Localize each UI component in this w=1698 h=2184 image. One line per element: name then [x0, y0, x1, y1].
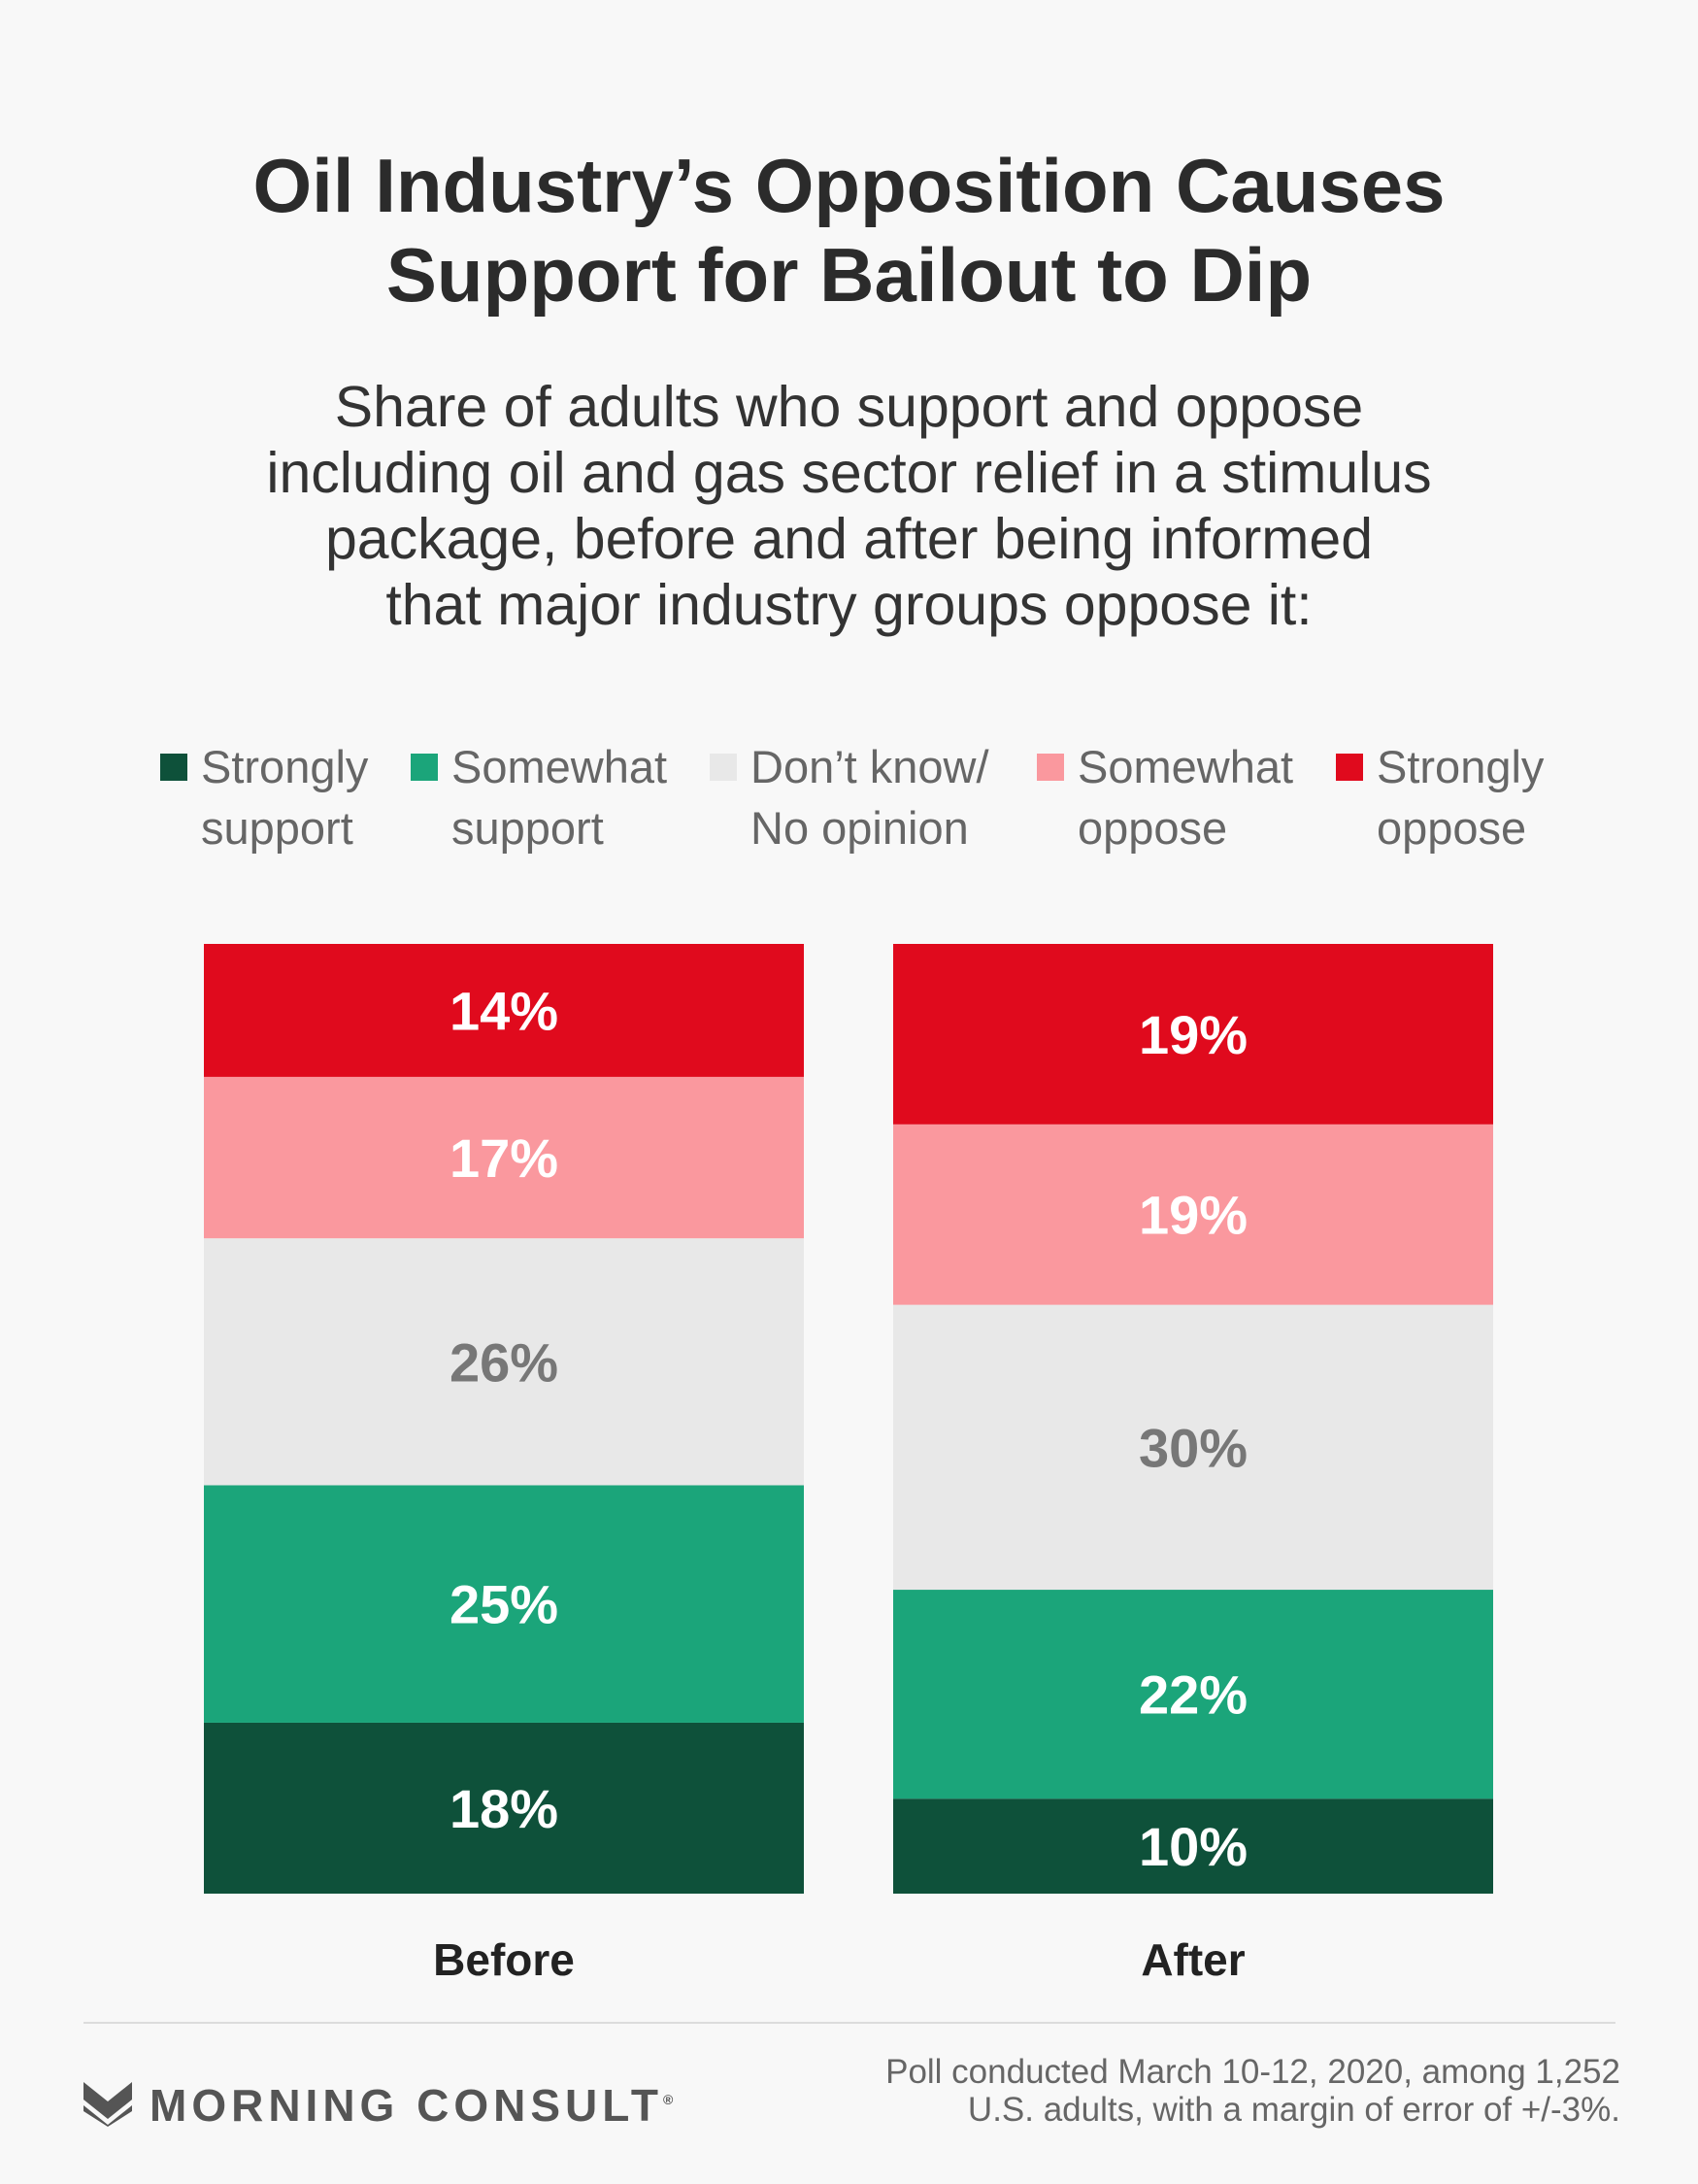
bar-segment-after-0 [893, 1798, 1493, 1894]
data-label: 10% [1139, 1816, 1248, 1877]
chart-title: Oil Industry’s Opposition Causes Support… [0, 141, 1698, 319]
stacked-bar-chart: 18% 25% 26% 17% 14% Before 10% 22% 30% 19% 19% Afte… [204, 944, 1493, 1985]
chart-title-line: Support for Bailout to Dip [385, 232, 1313, 318]
legend-swatch [1336, 754, 1363, 781]
chart-subtitle-line: that major industry groups oppose it: [385, 573, 1313, 637]
legend-swatch [160, 754, 187, 781]
data-label: 22% [1139, 1664, 1248, 1726]
bar-segment-before-1 [204, 1485, 804, 1723]
bar-segment-before-3 [204, 1076, 804, 1239]
legend-label: Somewhat support [451, 741, 668, 854]
legend: Strongly support Somewhat support Don’t kn… [0, 736, 1698, 862]
morning-consult-mark-icon [83, 2082, 132, 2127]
chart-subtitle-line: Share of adults who support and oppose [334, 375, 1364, 439]
legend-swatch [710, 754, 737, 781]
footer-divider [83, 2022, 1615, 2024]
legend-label: Strongly oppose [1377, 741, 1545, 854]
bar-segment-after-2 [893, 1304, 1493, 1591]
chart-title-line: Oil Industry’s Opposition Causes [252, 143, 1446, 228]
bar-segment-before-2 [204, 1238, 804, 1486]
footnote-line: U.S. adults, with a margin of error of +… [967, 2091, 1620, 2129]
legend-swatch [1037, 754, 1064, 781]
data-label: 14% [449, 980, 558, 1041]
chart-subtitle: Share of adults who support and oppose i… [0, 374, 1698, 638]
chart-subtitle-line: package, before and after being informed [324, 507, 1374, 571]
bar-segment-after-3 [893, 1124, 1493, 1305]
category-label-after: After [1141, 1934, 1245, 1985]
bar-segment-after-4 [893, 944, 1493, 1125]
data-label: 19% [1139, 1185, 1248, 1246]
legend-swatch [411, 754, 438, 781]
footnote-line: Poll conducted March 10-12, 2020, among … [885, 2053, 1620, 2091]
brand-name: MORNING CONSULT ® [150, 2080, 679, 2131]
legend-label: Strongly support [201, 741, 369, 854]
legend-label: Don’t know/No opinion [750, 741, 989, 854]
data-label: 25% [449, 1574, 558, 1635]
footnote: Poll conducted March 10-12, 2020, among … [885, 2053, 1620, 2129]
bar-segment-before-0 [204, 1722, 804, 1894]
data-label: 18% [449, 1778, 558, 1839]
legend-label: Somewhat oppose [1078, 741, 1294, 854]
data-label: 26% [449, 1331, 558, 1393]
bar-segment-before-4 [204, 944, 804, 1077]
category-label-before: Before [433, 1934, 575, 1985]
data-label: 19% [1139, 1004, 1248, 1065]
data-label: 17% [449, 1127, 558, 1189]
chart-subtitle-line: including oil and gas sector relief in a… [266, 441, 1432, 505]
data-label: 30% [1139, 1417, 1248, 1478]
bar-segment-after-1 [893, 1590, 1493, 1799]
